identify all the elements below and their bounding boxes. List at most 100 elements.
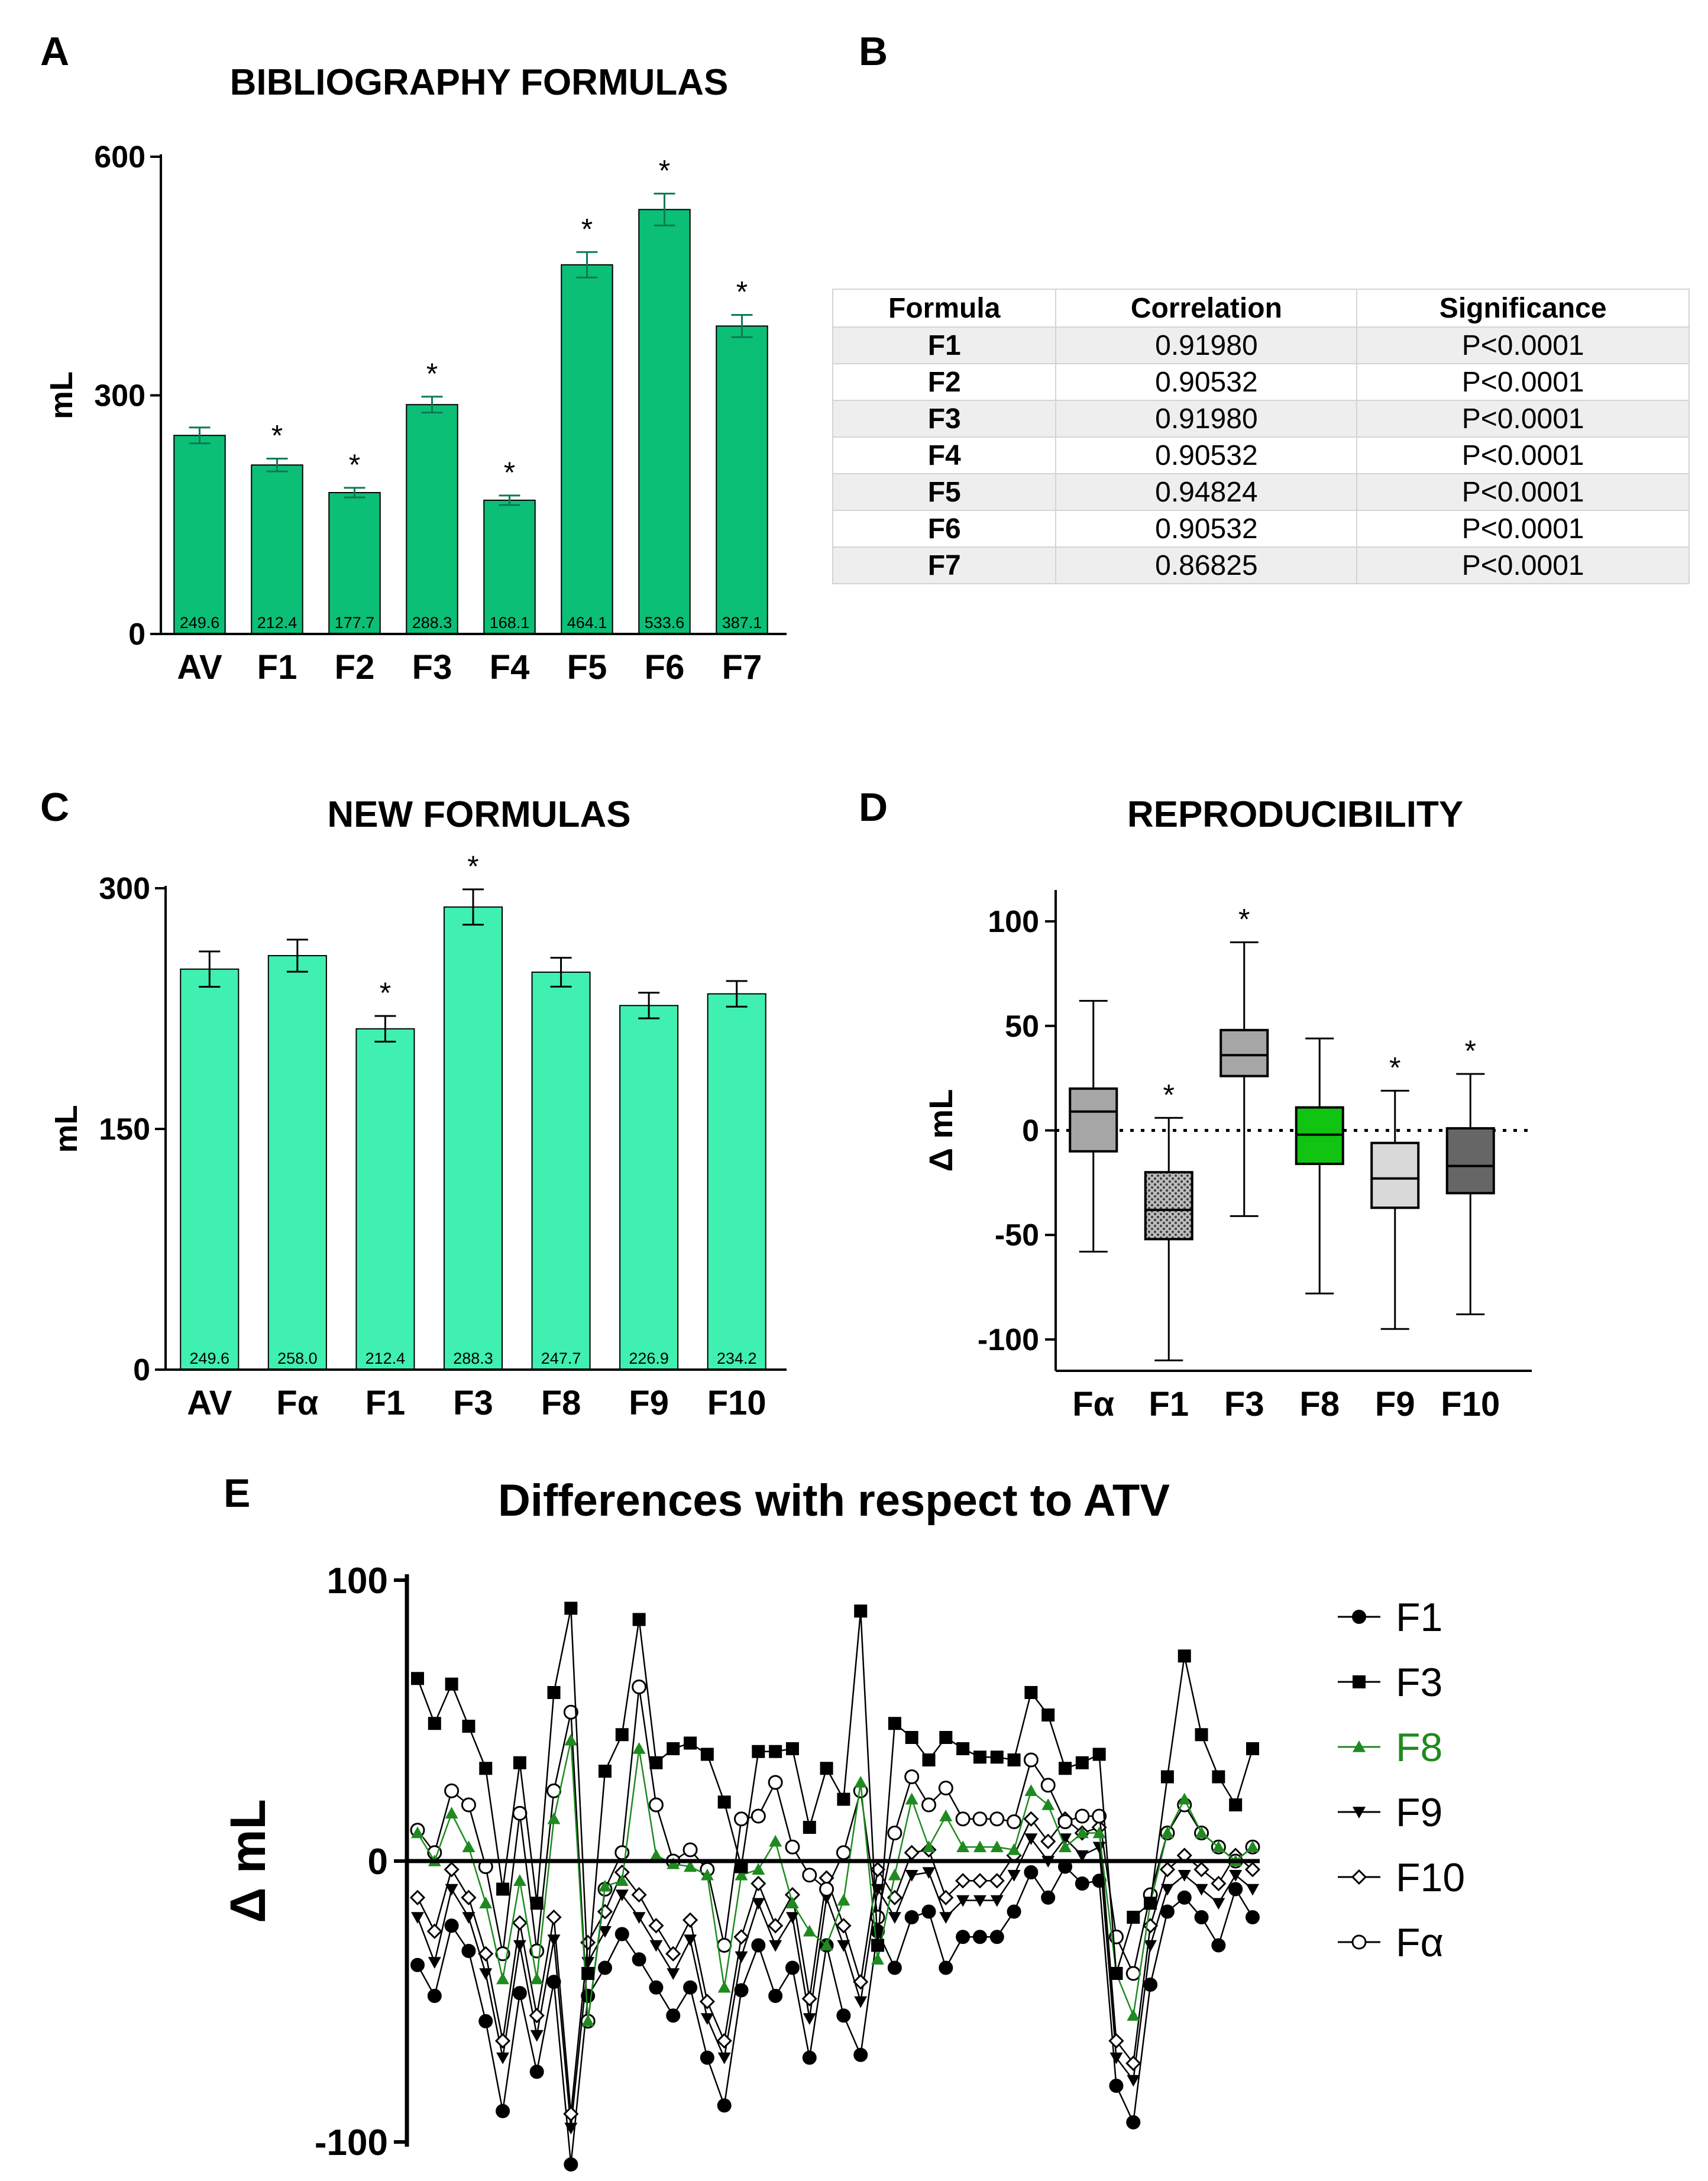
- legend-marker-F10: [1351, 1869, 1367, 1885]
- point-F1-4: [478, 2014, 493, 2028]
- point-F10-25: [836, 1918, 852, 1934]
- point-F10-17: [699, 1994, 715, 2010]
- point-F1-28: [887, 1960, 902, 1975]
- point-F3-47: [1212, 1770, 1225, 1784]
- data-label-c-4: 247.7: [541, 1350, 581, 1367]
- point-F3-30: [922, 1753, 936, 1766]
- point-F8-37: [1041, 1798, 1055, 1810]
- point-F9-49: [1246, 1884, 1259, 1896]
- point-F3-42: [1127, 1911, 1140, 1924]
- y-tick-label-a-0: 0: [128, 617, 145, 652]
- point-F3-28: [888, 1717, 901, 1730]
- point-F8-44: [1160, 1826, 1174, 1839]
- x-tick-label-a-3: F3: [412, 648, 452, 687]
- bar-a-7: [716, 325, 768, 635]
- legend-label-F3: F3: [1396, 1660, 1442, 1705]
- point-F8-8: [547, 1812, 561, 1824]
- table-cell-significance: P<0.0001: [1356, 400, 1690, 438]
- data-label-a-2: 177.7: [335, 614, 375, 632]
- point-F3-26: [854, 1604, 868, 1618]
- legend-marker-F8: [1353, 1740, 1366, 1752]
- point-F10-42: [1125, 2055, 1141, 2072]
- point-F3-11: [598, 1765, 612, 1778]
- x-tick-label-a-5: F5: [567, 648, 607, 687]
- significance-marker-d-5: *: [1465, 1034, 1476, 1067]
- table-row: F6 0.90532 P<0.0001: [832, 510, 1690, 548]
- point-F10-19: [733, 1929, 749, 1945]
- point-F8-33: [973, 1840, 986, 1853]
- point-F8-35: [1007, 1843, 1021, 1855]
- point-F8-21: [769, 1834, 782, 1847]
- point-F9-28: [888, 1912, 901, 1924]
- point-F9-7: [530, 2030, 544, 2042]
- point-F1-33: [972, 1930, 987, 1944]
- point-F10-32: [955, 1873, 971, 1889]
- bar-a-1: [251, 464, 303, 635]
- table-row: F4 0.90532 P<0.0001: [832, 436, 1690, 474]
- point-Fα-9: [563, 1704, 578, 1720]
- point-F1-36: [1024, 1865, 1039, 1879]
- y-tick-label-c-1: 150: [99, 1112, 150, 1147]
- point-Fα-14: [648, 1797, 664, 1813]
- point-F9-3: [462, 1912, 475, 1924]
- point-F1-39: [1075, 1876, 1089, 1891]
- point-Fα-34: [989, 1811, 1005, 1827]
- box-5: [1445, 1127, 1495, 1195]
- point-F3-14: [649, 1756, 663, 1769]
- table-cell-significance: P<0.0001: [1356, 473, 1690, 511]
- point-F3-15: [667, 1742, 680, 1755]
- x-tick-label-d-4: F9: [1375, 1385, 1415, 1423]
- point-F10-5: [494, 2033, 511, 2049]
- point-F8-4: [479, 1897, 493, 1909]
- data-label-a-0: 249.6: [180, 614, 220, 632]
- y-tick-label-a-1: 300: [94, 379, 145, 413]
- data-label-a-5: 464.1: [567, 614, 607, 632]
- point-F10-37: [1040, 1833, 1056, 1849]
- point-F10-49: [1244, 1862, 1261, 1878]
- point-F9-42: [1127, 2075, 1140, 2087]
- table-cell-correlation: 0.90532: [1055, 510, 1358, 548]
- point-F3-27: [871, 1939, 885, 1952]
- point-F3-39: [1075, 1756, 1089, 1769]
- point-F9-35: [1007, 1869, 1021, 1882]
- point-F8-40: [1092, 1826, 1106, 1839]
- point-F1-35: [1007, 1904, 1021, 1919]
- point-F1-11: [597, 1960, 612, 1975]
- point-F9-25: [837, 1940, 850, 1952]
- y-tick-label-a-2: 600: [94, 140, 145, 174]
- point-F10-11: [597, 1904, 613, 1920]
- y-tick-label-d-2: 0: [1022, 1114, 1039, 1148]
- point-F1-0: [410, 1957, 425, 1972]
- point-F3-32: [956, 1742, 970, 1755]
- point-Fα-21: [768, 1775, 783, 1790]
- bar-c-6: [707, 993, 766, 1370]
- point-F8-16: [684, 1860, 697, 1872]
- point-F1-21: [768, 1989, 783, 2003]
- point-F3-16: [684, 1736, 697, 1750]
- table-cell-correlation: 0.94824: [1055, 473, 1358, 511]
- table-header-row: Formula Correlation Significance: [832, 289, 1690, 328]
- point-F9-18: [717, 2052, 731, 2064]
- point-F9-1: [428, 1957, 441, 1969]
- point-F8-42: [1127, 2009, 1140, 2021]
- point-F10-31: [938, 1889, 954, 1905]
- point-Fα-31: [938, 1781, 953, 1795]
- point-F9-13: [632, 1912, 646, 1924]
- point-F1-19: [734, 1983, 749, 1998]
- x-tick-label-c-6: F10: [707, 1384, 766, 1422]
- point-F8-19: [735, 1868, 748, 1881]
- table-row: F5 0.94824 P<0.0001: [832, 473, 1690, 511]
- bar-c-2: [355, 1028, 415, 1370]
- point-Fα-18: [717, 1938, 732, 1953]
- point-F9-46: [1195, 1884, 1208, 1896]
- table-cell-correlation: 0.86825: [1055, 546, 1358, 584]
- point-F9-33: [973, 1895, 986, 1907]
- bar-c-0: [180, 968, 240, 1370]
- point-F8-38: [1059, 1840, 1072, 1853]
- x-tick-label-a-2: F2: [335, 648, 375, 687]
- point-F1-49: [1246, 1910, 1260, 1924]
- y-tick-label-e-1: 0: [368, 1842, 388, 1882]
- point-F1-26: [853, 2047, 868, 2062]
- point-F10-41: [1108, 2033, 1124, 2049]
- table-cell-formula: F5: [832, 473, 1057, 511]
